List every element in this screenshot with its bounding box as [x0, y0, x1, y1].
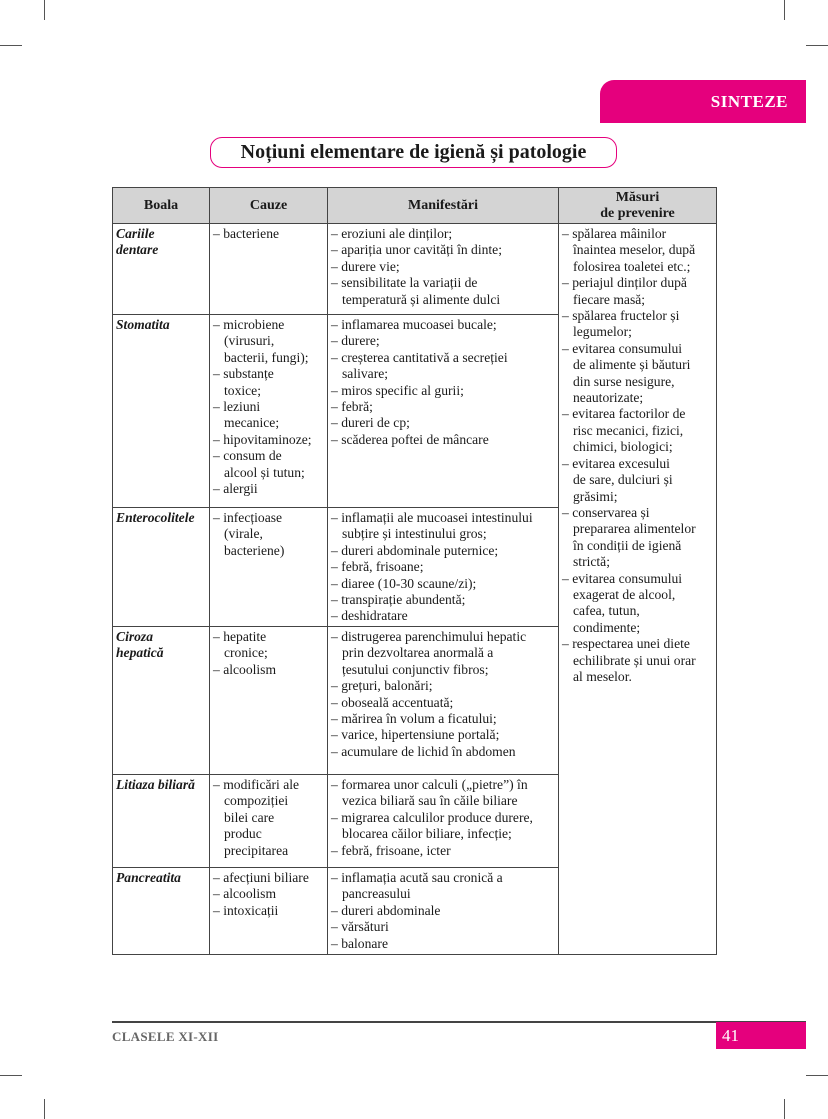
list-item: – deshidratare [331, 608, 408, 624]
crop-mark [806, 45, 828, 46]
list-item: – alergii [213, 481, 258, 497]
list-item: – varice, hipertensiune portală; [331, 727, 500, 743]
list-item: – conservarea și prepararea alimentelor … [562, 504, 696, 570]
list-item: – spălarea fructelor și legumelor; [562, 308, 680, 340]
list-item: – substanțe toxice; [213, 366, 274, 398]
header-causes: Cauze [209, 187, 328, 224]
causes-cell: – afecțiuni biliare – alcoolism – intoxica… [209, 867, 328, 955]
manifestations-cell: – inflamația acută sau cronică a pancrea… [327, 867, 559, 955]
manifestations-cell: – eroziuni ale dinților; – apariția unor … [327, 223, 559, 315]
list-item: – febră, frisoane; [331, 559, 424, 575]
list-item: – distrugerea parenchimului hepatic prin… [331, 629, 527, 677]
list-item: – acumulare de lichid în abdomen [331, 743, 516, 759]
table-row: Ciroza hepatică – hepatite cronice; – alco… [112, 626, 717, 775]
list-item: – durere; [331, 333, 380, 349]
list-item: – hepatite cronice; [213, 629, 268, 661]
list-item: – febră; [331, 399, 373, 415]
list-item: – grețuri, balonări; [331, 678, 433, 694]
list-item: – eroziuni ale dinților; [331, 226, 453, 241]
disease-name: Cariile dentare [112, 223, 210, 315]
list-item: – oboseală accentuată; [331, 694, 454, 710]
list-item: – scăderea poftei de mâncare [331, 431, 489, 447]
list-item: – durere vie; [331, 258, 400, 274]
list-item: – formarea unor calculi („pietre”) în ve… [331, 777, 528, 809]
list-item: – respectarea unei diete echilibrate și … [562, 636, 696, 684]
section-tab: SINTEZE [600, 80, 806, 123]
list-item: – sensibilitate la variații de temperatu… [331, 275, 501, 307]
list-item: – intoxicații [213, 902, 279, 918]
header-manifestations: Manifestări [327, 187, 559, 224]
list-item: – evitarea factorilor de risc mecanici, … [562, 406, 686, 455]
list-item: – evitarea consumului de alimente și bău… [562, 340, 691, 406]
manifestations-cell: – distrugerea parenchimului hepatic prin… [327, 626, 559, 775]
list-item: – evitarea consumului exagerat de alcool… [562, 570, 683, 635]
list-item: – balonare [331, 935, 388, 951]
list-item: – afecțiuni biliare [213, 870, 309, 885]
crop-mark [0, 1075, 22, 1076]
footer-divider [112, 1021, 806, 1023]
list-item: – evitarea excesului de sare, dulciuri ș… [562, 455, 673, 504]
list-item: – diaree (10-30 scaune/zi); [331, 575, 477, 591]
list-item: – migrarea calculilor produce durere, bl… [331, 809, 533, 842]
list-item: – inflamarea mucoasei bucale; [331, 317, 497, 332]
crop-mark [784, 0, 785, 20]
prevention-cell: – spălarea mâinilor înaintea meselor, du… [558, 223, 717, 955]
causes-cell: – infecțioase (virale, bacteriene) [209, 507, 328, 627]
manifestations-cell: – inflamarea mucoasei bucale; – durere; – … [327, 314, 559, 508]
list-item: – consum de alcool și tutun; [213, 448, 305, 480]
list-item: – dureri abdominale [331, 902, 441, 918]
table-row: Stomatita – microbiene (virusuri, bacteri… [112, 314, 717, 508]
page-number: 41 [716, 1022, 806, 1049]
crop-mark [44, 0, 45, 20]
list-item: – dureri de cp; [331, 415, 410, 431]
list-item: – apariția unor cavități în dinte; [331, 242, 502, 258]
manifestations-cell: – inflamații ale mucoasei intestinului s… [327, 507, 559, 627]
list-item: – inflamații ale mucoasei intestinului s… [331, 510, 533, 542]
disease-name: Pancreatita [112, 867, 210, 955]
list-item: – infecțioase (virale, bacteriene) [213, 510, 285, 558]
list-item: – dureri abdominale puternice; [331, 542, 499, 558]
list-item: – miros specific al gurii; [331, 382, 464, 398]
table-row: Litiaza biliară – modificări ale compoziț… [112, 774, 717, 868]
table-row: Pancreatita – afecțiuni biliare – alcoolis… [112, 867, 717, 955]
causes-cell: – hepatite cronice; – alcoolism [209, 626, 328, 775]
crop-mark [44, 1099, 45, 1119]
header-disease: Boala [112, 187, 210, 224]
crop-mark [806, 1075, 828, 1076]
list-item: – febră, frisoane, icter [331, 842, 451, 858]
causes-cell: – microbiene (virusuri, bacterii, fungi)… [209, 314, 328, 508]
disease-name: Litiaza biliară [112, 774, 210, 868]
list-item: – spălarea mâinilor înaintea meselor, du… [562, 226, 696, 274]
disease-name: Ciroza hepatică [112, 626, 210, 775]
list-item: – bacteriene [213, 226, 280, 241]
list-item: – modificări ale compoziției bilei care … [213, 777, 300, 858]
list-item: – vărsături [331, 919, 389, 935]
list-item: – creșterea cantitativă a secreției sali… [331, 349, 508, 382]
table-row: Enterocolitele – infecțioase (virale, bac… [112, 507, 717, 627]
disease-table: Boala Cauze Manifestări Măsuri de prevenire… [112, 187, 717, 955]
list-item: – inflamația acută sau cronică a pancrea… [331, 870, 503, 902]
crop-mark [0, 45, 22, 46]
list-item: – transpirație abundentă; [331, 592, 466, 608]
list-item: – mărirea în volum a ficatului; [331, 711, 497, 727]
page-title: Noțiuni elementare de igienă și patologi… [210, 137, 617, 168]
list-item: – periajul dinților după fiecare masă; [562, 275, 687, 307]
list-item: – alcoolism [213, 886, 277, 902]
causes-cell: – bacteriene [209, 223, 328, 315]
causes-cell: – modificări ale compoziției bilei care … [209, 774, 328, 868]
list-item: – microbiene (virusuri, bacterii, fungi)… [213, 317, 309, 365]
table-row: Cariile dentare – bacteriene – eroziuni al… [112, 223, 717, 955]
manifestations-cell: – formarea unor calculi („pietre”) în ve… [327, 774, 559, 868]
footer-label: CLASELE XI-XII [112, 1029, 219, 1044]
list-item: – hipovitaminoze; [213, 431, 312, 447]
disease-name: Enterocolitele [112, 507, 210, 627]
list-item: – leziuni mecanice; [213, 399, 280, 431]
header-prevention: Măsuri de prevenire [558, 187, 717, 224]
disease-name: Stomatita [112, 314, 210, 508]
crop-mark [784, 1099, 785, 1119]
list-item: – alcoolism [213, 661, 277, 677]
